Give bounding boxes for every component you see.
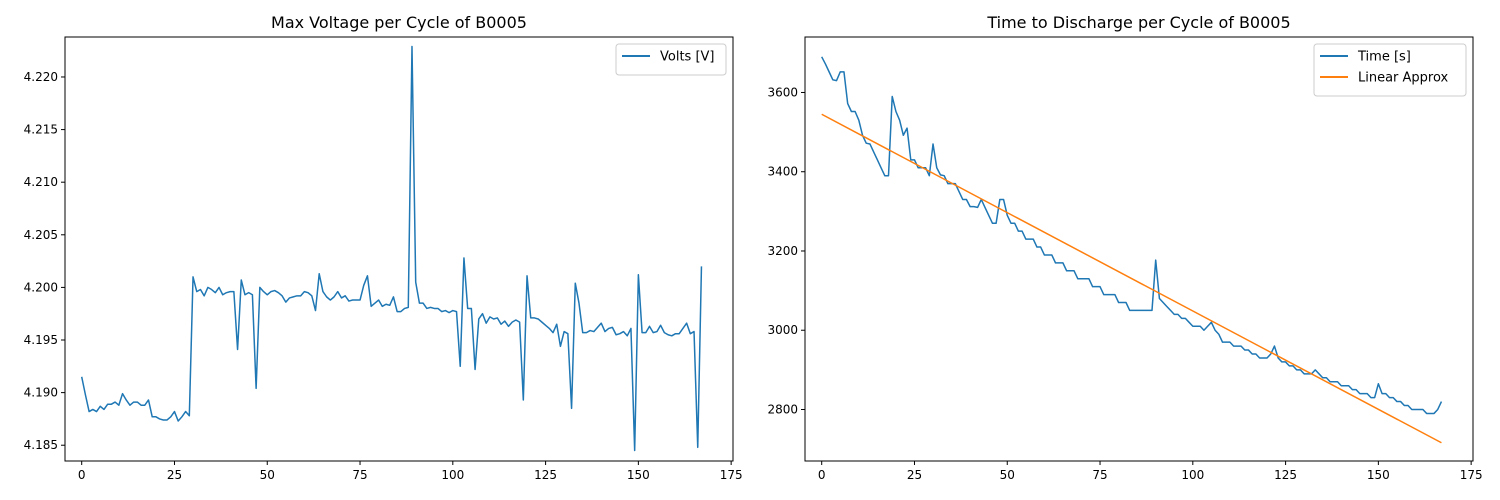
y-axis-ticks: 2800 3000 3200 3400 3600 [767, 85, 805, 416]
chart-title: Max Voltage per Cycle of B0005 [271, 13, 527, 32]
y-tick-label: 2800 [767, 402, 798, 416]
y-tick-label: 4.185 [24, 438, 58, 452]
y-tick-label: 4.215 [24, 123, 58, 137]
x-axis-ticks: 0 25 50 75 100 125 150 175 [818, 461, 1483, 482]
legend: Volts [V] [615, 43, 727, 76]
series-layer [821, 56, 1443, 444]
legend-label: Linear Approx [1358, 71, 1449, 86]
x-tick-label: 50 [260, 468, 275, 482]
legend-box [1313, 43, 1467, 97]
legend-box [615, 43, 727, 76]
x-tick-label: 150 [627, 468, 650, 482]
plot-frame [64, 36, 734, 462]
y-axis-ticks: 4.185 4.190 4.195 4.200 4.205 4.210 4.215 4.220 [24, 70, 65, 452]
x-tick-label: 125 [534, 468, 557, 482]
plot-frame [804, 36, 1474, 462]
series-line-1 [821, 56, 1443, 415]
chart-max-voltage: Max Voltage per Cycle of B0005 0 25 50 75 10… [24, 13, 743, 482]
x-tick-label: 0 [818, 468, 826, 482]
x-tick-label: 125 [1274, 468, 1297, 482]
legend-label: Time [s] [1357, 50, 1411, 65]
x-tick-label: 100 [441, 468, 464, 482]
x-tick-label: 175 [1460, 468, 1483, 482]
y-tick-label: 3400 [767, 165, 798, 179]
y-tick-label: 4.195 [24, 333, 58, 347]
y-tick-label: 3600 [767, 85, 798, 99]
x-tick-label: 175 [720, 468, 743, 482]
chart-time-to-discharge: Time to Discharge per Cycle of B0005 0 25… [767, 13, 1482, 482]
legend: Time [s] Linear Approx [1313, 43, 1467, 97]
y-tick-label: 4.205 [24, 228, 58, 242]
y-tick-label: 4.200 [24, 280, 58, 294]
legend-label: Volts [V] [660, 50, 715, 65]
y-tick-label: 3200 [767, 244, 798, 258]
x-tick-label: 50 [1000, 468, 1015, 482]
y-tick-label: 4.210 [24, 175, 58, 189]
x-tick-label: 25 [167, 468, 182, 482]
y-tick-label: 4.220 [24, 70, 58, 84]
series-line-2 [821, 113, 1442, 444]
x-tick-label: 100 [1181, 468, 1204, 482]
x-tick-label: 0 [78, 468, 86, 482]
chart-title: Time to Discharge per Cycle of B0005 [986, 13, 1290, 32]
x-tick-label: 150 [1367, 468, 1390, 482]
y-tick-label: 4.190 [24, 386, 58, 400]
x-tick-label: 25 [907, 468, 922, 482]
x-tick-label: 75 [352, 468, 367, 482]
series-line-1 [80, 45, 703, 452]
x-axis-ticks: 0 25 50 75 100 125 150 175 [78, 461, 743, 482]
series-layer [80, 45, 703, 452]
y-tick-label: 3000 [767, 323, 798, 337]
x-tick-label: 75 [1092, 468, 1107, 482]
